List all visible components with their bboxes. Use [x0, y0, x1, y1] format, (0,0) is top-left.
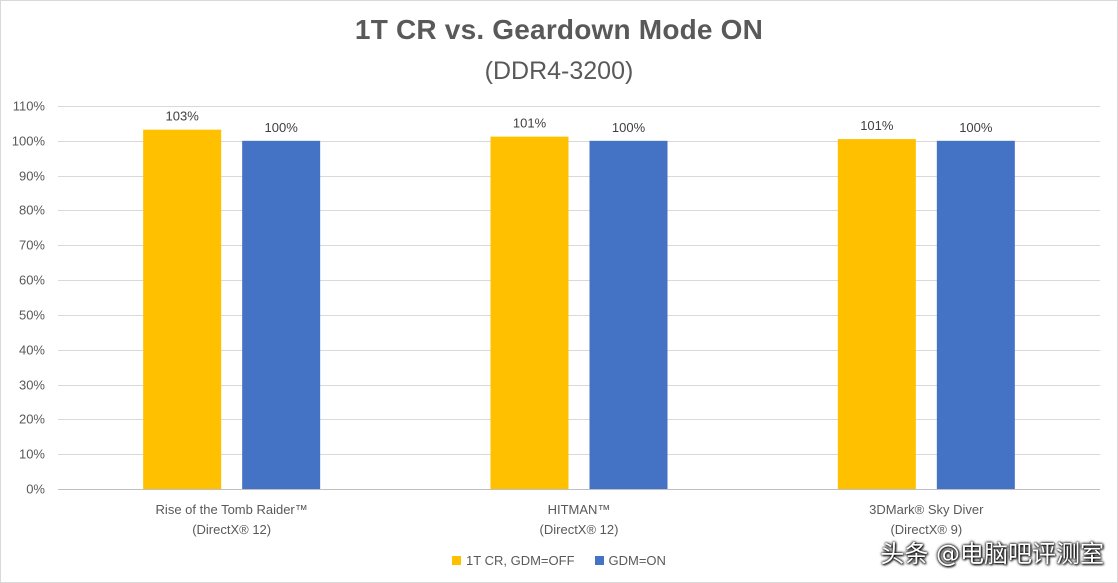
y-tick-label: 50%: [19, 308, 45, 323]
data-label: 103%: [166, 109, 200, 124]
gridlines: [58, 106, 1100, 490]
watermark: 头条 @电脑吧评测室: [880, 540, 1104, 568]
legend-swatch-series-1: [452, 556, 462, 565]
bar-gdm-off-2: [490, 136, 569, 489]
y-tick-label: 90%: [19, 169, 45, 184]
data-label: 100%: [612, 120, 646, 135]
data-label: 100%: [959, 120, 993, 135]
bar-gdm-on-3: [936, 140, 1015, 489]
bar-gdm-on-2: [589, 140, 668, 489]
x-category-label: HITMAN™: [548, 502, 611, 517]
data-label: 101%: [860, 118, 894, 133]
legend: 1T CR, GDM=OFF GDM=ON: [0, 553, 1118, 568]
bars: [143, 129, 1015, 489]
y-tick-label: 80%: [19, 203, 45, 218]
legend-label-series-2: GDM=ON: [608, 553, 666, 568]
legend-label-series-1: 1T CR, GDM=OFF: [466, 553, 575, 568]
x-category-label: (DirectX® 12): [192, 522, 271, 537]
y-tick-label: 40%: [19, 343, 45, 358]
chart-title: 1T CR vs. Geardown Mode ON: [354, 14, 764, 45]
x-category-label: 3DMark® Sky Diver: [869, 502, 984, 517]
x-category-label: (DirectX® 9): [890, 522, 962, 537]
y-tick-label: 20%: [19, 412, 45, 427]
y-tick-label: 60%: [19, 273, 45, 288]
y-tick-label: 110%: [13, 99, 46, 114]
bar-chart: 0% 10% 20% 30% 40% 50% 60% 70% 80% 90% 100% 110% 10…: [12, 99, 1100, 537]
data-label: 100%: [265, 120, 299, 135]
y-axis: 0% 10% 20% 30% 40% 50% 60% 70% 80% 90% 100% 110%: [12, 99, 46, 497]
data-label: 101%: [513, 116, 547, 131]
data-labels: 103% 100% 101% 100% 101% 100%: [166, 109, 993, 135]
y-tick-label: 70%: [19, 238, 45, 253]
legend-swatch-series-2: [594, 556, 604, 565]
y-tick-label: 10%: [19, 447, 45, 462]
legend-item-series-1: 1T CR, GDM=OFF: [452, 553, 575, 568]
y-tick-label: 100%: [12, 134, 46, 149]
x-category-label: Rise of the Tomb Raider™: [156, 502, 308, 517]
y-tick-label: 0%: [26, 482, 45, 497]
bar-gdm-off-3: [837, 139, 916, 489]
bar-gdm-on-1: [242, 140, 321, 489]
legend-item-series-2: GDM=ON: [594, 553, 666, 568]
chart-subtitle: (DDR4-3200): [484, 57, 634, 85]
x-category-label: (DirectX® 12): [540, 522, 619, 537]
bar-gdm-off-1: [143, 129, 222, 489]
y-tick-label: 30%: [19, 378, 45, 393]
x-axis: Rise of the Tomb Raider™ (DirectX® 12) HIT…: [156, 502, 985, 537]
